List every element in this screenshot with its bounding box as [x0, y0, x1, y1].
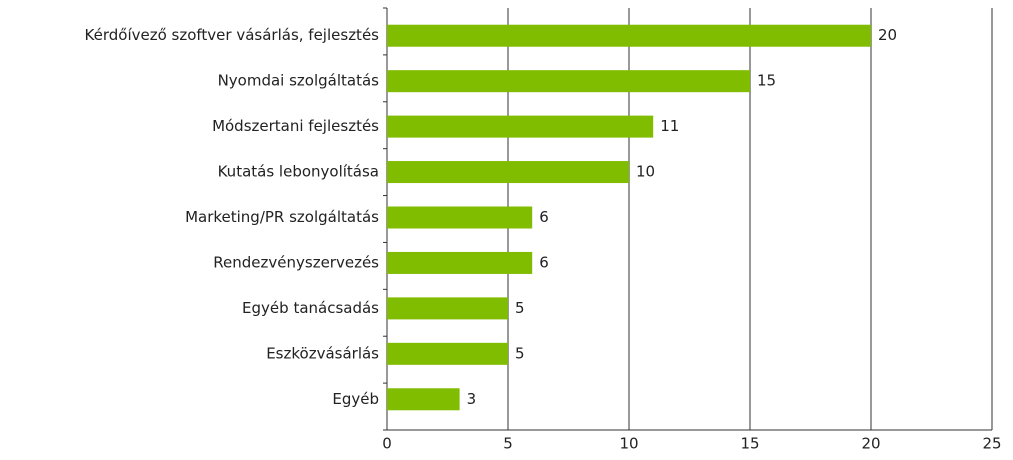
x-tick-label: 15 [740, 435, 759, 453]
x-tick-label: 0 [382, 435, 392, 453]
bar [387, 206, 533, 229]
data-label: 11 [660, 117, 679, 135]
bar [387, 388, 460, 411]
y-tick-label: Rendezvényszervezés [213, 253, 379, 271]
x-tick-label: 25 [982, 435, 1001, 453]
bar [387, 70, 750, 93]
data-label: 15 [757, 72, 776, 90]
x-tick-label: 10 [619, 435, 638, 453]
y-tick-label: Egyéb [332, 390, 379, 408]
x-tick-label: 5 [503, 435, 513, 453]
x-tick-label: 20 [861, 435, 880, 453]
y-tick-label: Kutatás lebonyolítása [218, 163, 379, 181]
bar [387, 297, 508, 320]
y-tick-label: Kérdőívező szoftver vásárlás, fejlesztés [85, 26, 380, 44]
y-tick-label: Eszközvásárlás [266, 344, 379, 362]
data-label: 10 [636, 163, 655, 181]
data-label: 3 [467, 390, 477, 408]
data-label: 5 [515, 344, 525, 362]
data-label: 6 [539, 253, 549, 271]
y-tick-label: Módszertani fejlesztés [212, 117, 379, 135]
y-tick-label: Egyéb tanácsadás [242, 299, 379, 317]
bar [387, 115, 654, 138]
bar [387, 251, 533, 274]
bar [387, 161, 629, 184]
data-label: 6 [539, 208, 549, 226]
y-tick-label: Nyomdai szolgáltatás [218, 72, 380, 90]
bar [387, 342, 508, 365]
data-label: 5 [515, 299, 525, 317]
y-tick-label: Marketing/PR szolgáltatás [185, 208, 379, 226]
bar [387, 24, 871, 47]
data-label: 20 [878, 26, 897, 44]
